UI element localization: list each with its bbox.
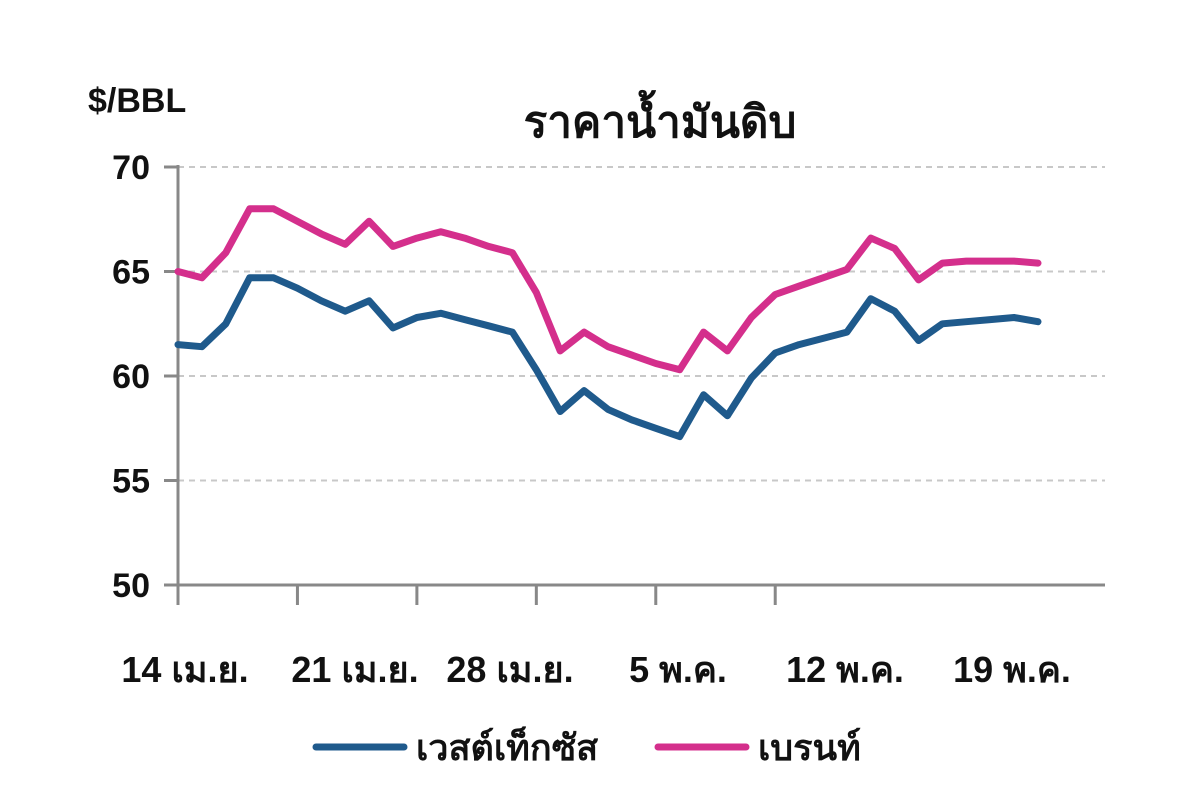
y-tick-label: 70 bbox=[112, 149, 150, 187]
y-tick-label: 50 bbox=[112, 567, 150, 605]
y-tick-label: 65 bbox=[112, 254, 150, 292]
series-line-เบรนท์ bbox=[174, 205, 1042, 374]
y-axis-unit-label: $/BBL bbox=[88, 82, 186, 120]
axes bbox=[164, 165, 1105, 605]
x-tick-label: 19 พ.ค. bbox=[953, 649, 1071, 690]
legend-label: เบรนท์ bbox=[758, 727, 861, 769]
y-tick-label: 55 bbox=[112, 463, 150, 501]
x-tick-label: 12 พ.ค. bbox=[786, 649, 904, 690]
series-line-เวสต์เท็กซัส bbox=[174, 274, 1042, 441]
x-tick-label: 14 เม.ย. bbox=[121, 649, 248, 690]
gridlines bbox=[178, 166, 1105, 482]
x-tick-labels: 14 เม.ย. 21 เม.ย. 28 เม.ย. 5 พ.ค. 12 พ.ค. 19 … bbox=[121, 649, 1071, 690]
legend: เวสต์เท็กซัส เบรนท์ bbox=[312, 725, 861, 769]
x-tick-label: 21 เม.ย. bbox=[291, 649, 418, 690]
data-series bbox=[174, 205, 1042, 441]
y-tick-label: 60 bbox=[112, 358, 150, 396]
y-tick-labels: 50 55 60 65 70 bbox=[112, 149, 150, 605]
chart-title: ราคาน้ำมันดิบ bbox=[524, 89, 797, 148]
x-tick-label: 28 เม.ย. bbox=[446, 649, 573, 690]
x-tick-label: 5 พ.ค. bbox=[629, 649, 727, 690]
legend-label: เวสต์เท็กซัส bbox=[416, 725, 598, 769]
